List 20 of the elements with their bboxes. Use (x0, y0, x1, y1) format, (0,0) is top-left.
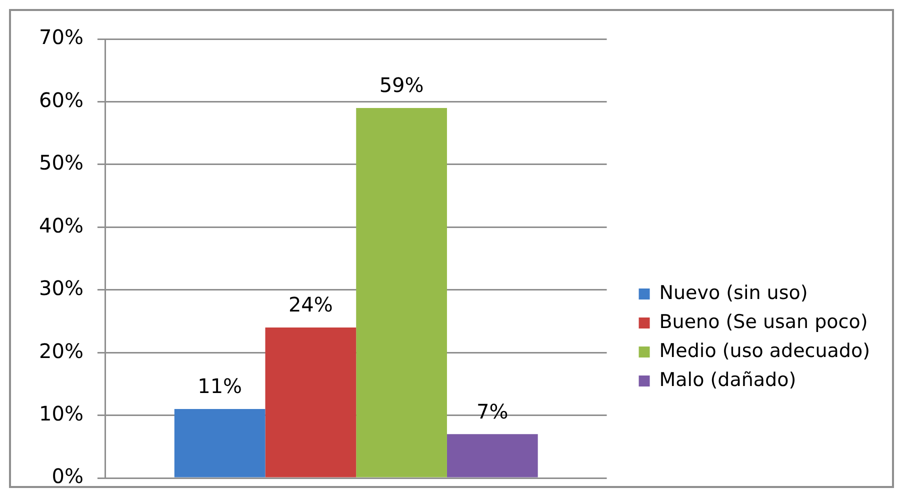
bar (356, 108, 447, 478)
data-label: 24% (288, 292, 333, 317)
legend-label: Nuevo (sin uso) (659, 282, 808, 304)
bar (174, 409, 266, 478)
y-tick-label: 70% (39, 25, 84, 50)
data-label: 11% (198, 374, 242, 398)
y-tick-label: 60% (39, 88, 84, 112)
y-tick-label: 10% (39, 401, 84, 426)
y-tick-label: 30% (39, 276, 84, 300)
data-label: 59% (379, 73, 424, 98)
bar (265, 327, 356, 478)
legend-label: Malo (dañado) (659, 368, 796, 391)
data-label: 7% (476, 399, 508, 424)
legend-label: Medio (uso adecuado) (659, 340, 870, 362)
bar (446, 434, 538, 478)
y-tick-label: 0% (52, 464, 84, 488)
y-tick-label: 40% (39, 213, 84, 238)
legend-label: Bueno (Se usan poco) (659, 310, 868, 333)
y-tick-label: 20% (39, 338, 84, 363)
y-tick-label: 50% (39, 150, 84, 175)
